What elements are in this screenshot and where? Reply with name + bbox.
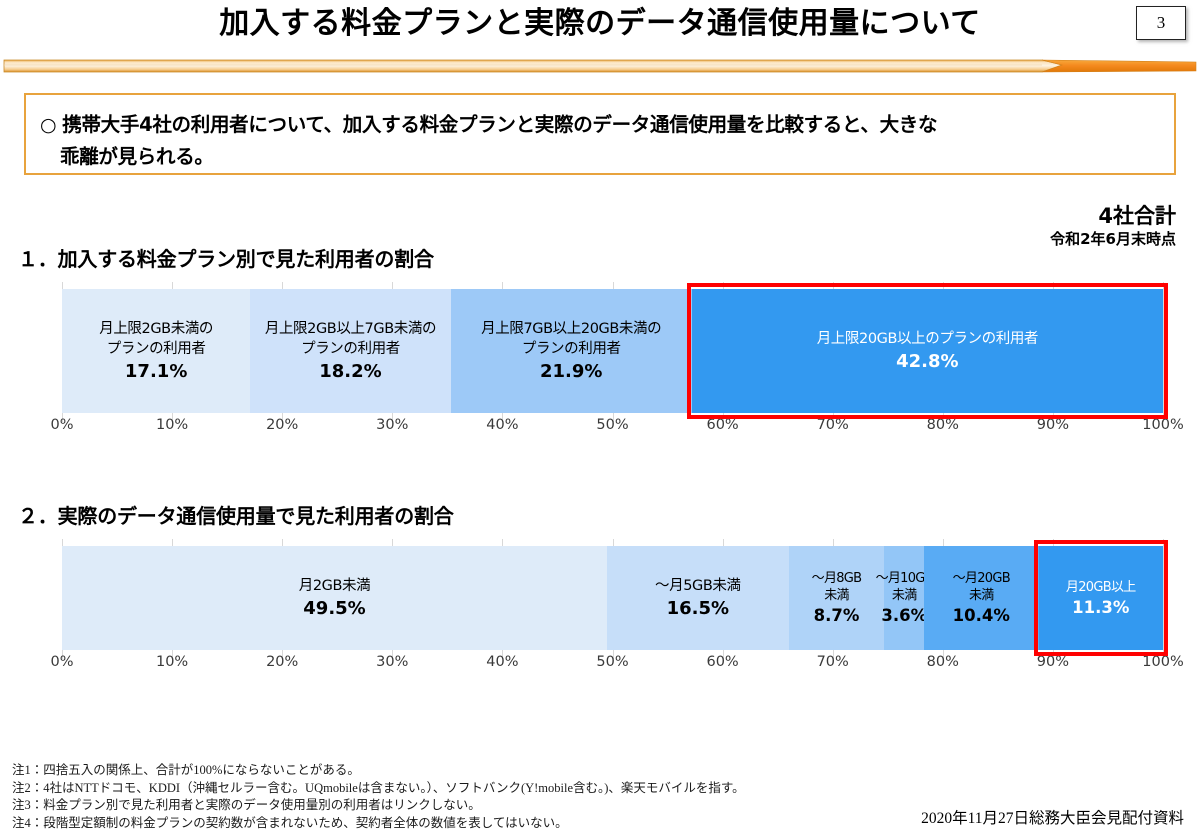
gridline bbox=[1163, 539, 1164, 659]
summary-line-1: 携帯大手4社の利用者について、加入する料金プランと実際のデータ通信使用量を比較す… bbox=[62, 113, 938, 136]
chart-1-x-axis: 0% 10% 20% 30% 40% 50% 60% 70% 80% 90% 100% bbox=[50, 417, 1183, 441]
footnote-1: 注1：四捨五入の関係上、合計が100%にならないことがある。 bbox=[12, 763, 360, 777]
segment-label: 月上限2GB以上7GB未満の bbox=[264, 320, 437, 337]
divider-graphic bbox=[3, 59, 1197, 73]
segment-value: 42.8% bbox=[896, 350, 959, 372]
segment-label: 〜月10GB bbox=[875, 571, 934, 586]
segment-value: 11.3% bbox=[1072, 597, 1130, 617]
chart-2-stacked-bar: 月2GB未満 49.5% 〜月5GB未満 16.5% 〜月8GB 未満 8.7% 〜月10GB… bbox=[62, 546, 1163, 650]
segment-label: 月上限7GB以上20GB未満の bbox=[481, 320, 662, 337]
summary-callout-text: ○ 携帯大手4社の利用者について、加入する料金プランと実際のデータ通信使用量を比較… bbox=[26, 95, 1174, 172]
axis-tick-label: 30% bbox=[376, 417, 409, 433]
section-1-heading: １．加入する料金プラン別で見た利用者の割合 bbox=[18, 247, 434, 271]
segment-label: 月上限20GB以上のプランの利用者 bbox=[816, 330, 1039, 347]
axis-tick-label: 100% bbox=[1142, 417, 1184, 433]
scope-label: 4社合計 bbox=[1098, 204, 1176, 228]
segment-label: 〜月8GB bbox=[811, 571, 862, 586]
segment-label: 月2GB未満 bbox=[298, 577, 371, 594]
gridline bbox=[1163, 282, 1164, 422]
chart-2-actual-usage: 月2GB未満 49.5% 〜月5GB未満 16.5% 〜月8GB 未満 8.7% 〜月10GB… bbox=[0, 538, 1200, 698]
axis-tick-label: 40% bbox=[486, 417, 519, 433]
chart-1-segment-3: 月上限7GB以上20GB未満の プランの利用者 21.9% bbox=[450, 289, 692, 413]
chart-2-segment-5: 〜月20GB 未満 10.4% bbox=[924, 546, 1039, 650]
source-attribution: 2020年11月27日総務大臣会見配付資料 bbox=[921, 810, 1184, 827]
segment-label-line2: 未満 bbox=[891, 588, 917, 603]
chart-1-stacked-bar: 月上限2GB未満の プランの利用者 17.1% 月上限2GB以上7GB未満の プランの利… bbox=[62, 289, 1163, 413]
axis-tick-label: 10% bbox=[155, 654, 189, 670]
footnote-2: 注2：4社はNTTドコモ、KDDI（沖縄セルラー含む。UQmobileは含まない… bbox=[12, 780, 745, 795]
summary-callout: ○ 携帯大手4社の利用者について、加入する料金プランと実際のデータ通信使用量を比較… bbox=[24, 93, 1176, 175]
segment-label: 〜月20GB bbox=[952, 571, 1011, 586]
scope-date-label: 令和2年6月末時点 bbox=[1050, 230, 1176, 249]
chart-2-segment-2: 〜月5GB未満 16.5% bbox=[606, 546, 789, 650]
axis-tick-label: 100% bbox=[1142, 654, 1184, 670]
axis-tick-label: 80% bbox=[926, 417, 959, 433]
chart-1-segment-2: 月上限2GB以上7GB未満の プランの利用者 18.2% bbox=[250, 289, 451, 413]
axis-tick-label: 10% bbox=[155, 417, 189, 433]
bullet-circle-icon: ○ bbox=[40, 114, 57, 136]
axis-tick-label: 0% bbox=[50, 417, 74, 433]
page-number-badge: 3 bbox=[1136, 6, 1186, 40]
page-number-text: 3 bbox=[1156, 13, 1166, 32]
segment-value: 17.1% bbox=[124, 360, 188, 382]
axis-tick-label: 90% bbox=[1036, 417, 1070, 433]
chart-2-segment-6: 月20GB以上 11.3% bbox=[1038, 546, 1163, 650]
axis-tick-label: 70% bbox=[816, 417, 849, 433]
segment-value: 10.4% bbox=[952, 606, 1010, 625]
axis-tick-label: 20% bbox=[266, 417, 299, 433]
segment-label: 月上限2GB未満の bbox=[99, 320, 214, 337]
footnote-4: 注4：段階型定額制の料金プランの契約数が含まれないため、契約者全体の数値を表して… bbox=[12, 815, 568, 830]
chart-1-plan-distribution: 月上限2GB未満の プランの利用者 17.1% 月上限2GB以上7GB未満の プランの利… bbox=[0, 281, 1200, 441]
chart-1-plot-area: 月上限2GB未満の プランの利用者 17.1% 月上限2GB以上7GB未満の プランの利… bbox=[62, 282, 1168, 422]
segment-label-line2: プランの利用者 bbox=[521, 340, 621, 357]
header-divider bbox=[0, 54, 1200, 80]
segment-value: 49.5% bbox=[303, 597, 366, 619]
chart-2-segment-1: 月2GB未満 49.5% bbox=[62, 546, 607, 650]
segment-value: 18.2% bbox=[319, 360, 382, 382]
axis-tick-label: 40% bbox=[486, 654, 519, 670]
segment-label-line2: 未満 bbox=[968, 588, 994, 603]
segment-value: 21.9% bbox=[539, 360, 603, 382]
axis-tick-label: 60% bbox=[706, 654, 739, 670]
segment-label-line2: プランの利用者 bbox=[301, 340, 400, 357]
chart-1-segment-1: 月上限2GB未満の プランの利用者 17.1% bbox=[62, 289, 251, 413]
segment-label: 月20GB以上 bbox=[1065, 579, 1136, 595]
segment-label-line2: プランの利用者 bbox=[106, 340, 206, 357]
chart-scope-meta: 4社合計 令和2年6月末時点 bbox=[1050, 203, 1176, 249]
axis-tick-label: 30% bbox=[376, 654, 409, 670]
axis-tick-label: 90% bbox=[1036, 654, 1070, 670]
summary-line-2: 乖離が見られる。 bbox=[60, 145, 214, 168]
chart-2-x-axis: 0% 10% 20% 30% 40% 50% 60% 70% 80% 90% 100% bbox=[50, 654, 1183, 678]
segment-label-line2: 未満 bbox=[824, 588, 849, 603]
segment-value: 16.5% bbox=[666, 597, 730, 619]
slide-header: 加入する料金プランと実際のデータ通信使用量について 3 bbox=[0, 0, 1200, 52]
chart-1-segment-4: 月上限20GB以上のプランの利用者 42.8% bbox=[691, 289, 1163, 413]
axis-tick-label: 50% bbox=[596, 417, 629, 433]
axis-tick-label: 80% bbox=[926, 654, 959, 670]
segment-label: 〜月5GB未満 bbox=[655, 577, 741, 594]
footnotes-block: 注1：四捨五入の関係上、合計が100%にならないことがある。注2：4社はNTTド… bbox=[12, 762, 912, 832]
axis-tick-label: 0% bbox=[50, 654, 74, 670]
page-title: 加入する料金プランと実際のデータ通信使用量について bbox=[219, 6, 981, 41]
axis-tick-label: 50% bbox=[596, 654, 629, 670]
section-2-heading: ２．実際のデータ通信使用量で見た利用者の割合 bbox=[18, 504, 454, 528]
axis-tick-label: 70% bbox=[816, 654, 849, 670]
chart-2-plot-area: 月2GB未満 49.5% 〜月5GB未満 16.5% 〜月8GB 未満 8.7% 〜月10GB… bbox=[62, 539, 1168, 659]
axis-tick-label: 60% bbox=[706, 417, 739, 433]
chart-2-segment-4: 〜月10GB 未満 3.6% bbox=[876, 546, 934, 650]
chart-2-segment-3: 〜月8GB 未満 8.7% bbox=[788, 546, 885, 650]
segment-value: 8.7% bbox=[813, 606, 860, 625]
footnote-3: 注3：料金プラン別で見た利用者と実際のデータ使用量別の利用者はリンクしない。 bbox=[12, 798, 481, 812]
axis-tick-label: 20% bbox=[266, 654, 299, 670]
segment-value: 3.6% bbox=[881, 606, 928, 625]
